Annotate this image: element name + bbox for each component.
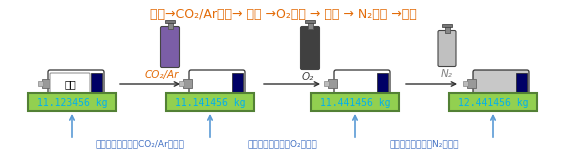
Text: 真空: 真空 (64, 80, 76, 90)
Bar (179, 81, 184, 86)
Bar (324, 81, 329, 86)
Text: N₂: N₂ (441, 69, 453, 79)
Bar (442, 24, 452, 27)
FancyBboxPatch shape (473, 70, 529, 98)
Bar (165, 20, 175, 23)
Text: ボンベの質量差－N₂の質量: ボンベの質量差－N₂の質量 (390, 139, 459, 148)
Text: 11.141456 kg: 11.141456 kg (175, 97, 246, 108)
Bar (377, 73, 388, 95)
Text: 11.123456 kg: 11.123456 kg (37, 97, 107, 108)
Bar (449, 93, 537, 111)
Bar (28, 93, 116, 111)
Text: O₂: O₂ (302, 72, 314, 82)
FancyBboxPatch shape (189, 70, 245, 98)
Bar (42, 79, 51, 88)
Bar (38, 81, 43, 86)
Text: 秤量→CO₂/Ar充填→ 秤量 →O₂充填 → 秤量 → N₂充填 →秤量: 秤量→CO₂/Ar充填→ 秤量 →O₂充填 → 秤量 → N₂充填 →秤量 (150, 8, 416, 21)
Bar (311, 93, 399, 111)
FancyBboxPatch shape (334, 70, 390, 98)
Text: ボンベの質量差－CO₂/Arの質量: ボンベの質量差－CO₂/Arの質量 (96, 139, 184, 148)
Bar (463, 81, 468, 86)
Bar (516, 73, 527, 95)
Bar (307, 22, 312, 29)
FancyBboxPatch shape (160, 26, 180, 67)
Bar (91, 73, 102, 95)
Text: 11.441456 kg: 11.441456 kg (320, 97, 390, 108)
Bar (305, 20, 315, 23)
Bar (166, 93, 254, 111)
FancyBboxPatch shape (48, 70, 104, 98)
Text: CO₂/Ar: CO₂/Ar (145, 70, 179, 80)
FancyBboxPatch shape (50, 73, 90, 95)
Text: 12.441456 kg: 12.441456 kg (458, 97, 528, 108)
Bar (328, 79, 337, 88)
FancyBboxPatch shape (301, 26, 319, 69)
Bar (167, 22, 172, 29)
Bar (183, 79, 192, 88)
FancyBboxPatch shape (438, 30, 456, 67)
Text: ボンベの質量差－O₂の質量: ボンベの質量差－O₂の質量 (247, 139, 317, 148)
Bar (445, 26, 450, 33)
Bar (232, 73, 243, 95)
Bar (467, 79, 476, 88)
